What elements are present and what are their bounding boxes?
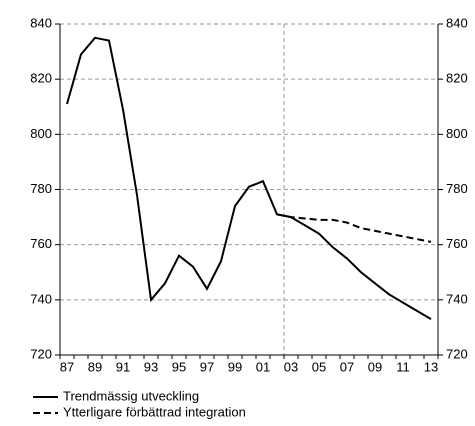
y-tick-label: 840 [30,15,52,30]
x-tick-label: 13 [424,359,438,374]
y-tick-label: 820 [30,71,52,86]
y2-tick-label: 820 [446,71,468,86]
x-tick-label: 87 [60,359,74,374]
x-tick-label: 97 [200,359,214,374]
y2-tick-label: 800 [446,126,468,141]
x-tick-label: 01 [256,359,270,374]
series-line [66,36,432,321]
y2-tick-label: 760 [446,236,468,251]
y-tick-label: 800 [30,126,52,141]
x-tick-label: 93 [144,359,158,374]
x-tick-label: 05 [312,359,326,374]
y-tick-label: 760 [30,236,52,251]
x-tick-label: 89 [88,359,102,374]
series-line [276,213,432,243]
y2-tick-label: 720 [446,346,468,361]
x-tick-label: 03 [284,359,298,374]
legend-label: Ytterligare förbättrad integration [63,404,246,419]
x-tick-label: 99 [228,359,242,374]
x-tick-label: 11 [396,359,410,374]
y2-tick-label: 740 [446,291,468,306]
y-tick-label: 740 [30,291,52,306]
legend-label: Trendmässig utveckling [63,388,199,403]
y-tick-label: 720 [30,346,52,361]
x-tick-label: 07 [340,359,354,374]
y2-tick-label: 780 [446,181,468,196]
x-tick-label: 95 [172,359,186,374]
y-tick-label: 780 [30,181,52,196]
x-tick-label: 91 [116,359,130,374]
x-tick-label: 09 [368,359,382,374]
y2-tick-label: 840 [446,15,468,30]
